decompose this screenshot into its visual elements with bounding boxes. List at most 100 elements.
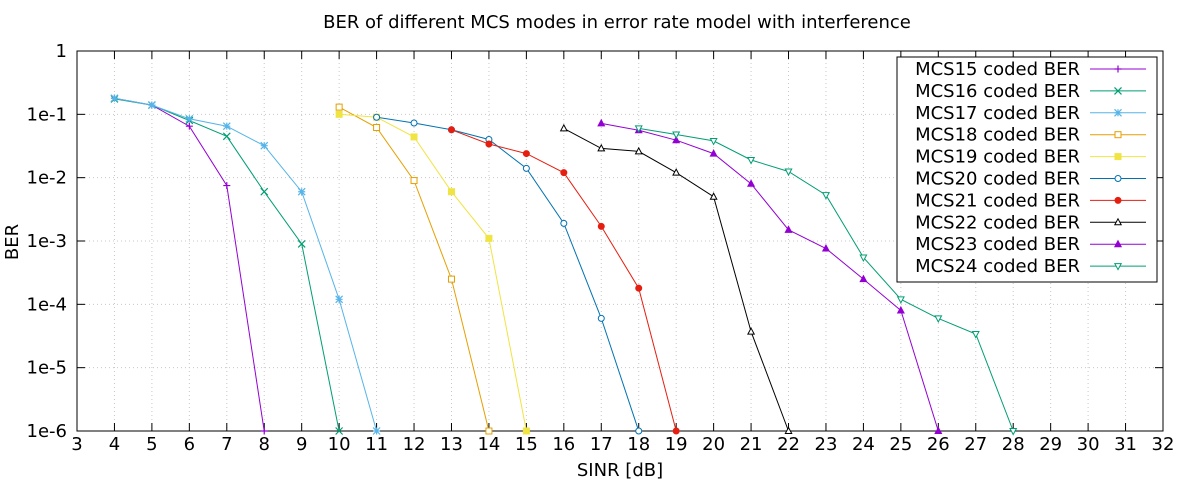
marker-star (185, 114, 194, 123)
marker-triangle (672, 135, 681, 144)
x-tick-label: 3 (71, 434, 82, 455)
legend-entry-label: MCS24 coded BER (915, 256, 1080, 277)
marker-square (1114, 153, 1122, 161)
x-tick-label: 32 (1152, 434, 1175, 455)
marker-circle (1114, 175, 1122, 182)
marker-triangle (784, 426, 793, 434)
marker-circle (373, 113, 381, 121)
x-tick-label: 18 (627, 434, 650, 455)
marker-triangle (1113, 217, 1123, 226)
marker-circle (522, 164, 530, 172)
marker-star (147, 101, 156, 110)
legend-entry-label: MCS22 coded BER (915, 212, 1080, 233)
series-9 (597, 118, 943, 434)
marker-triangle (597, 118, 606, 127)
marker-square (373, 123, 381, 131)
marker-circle (597, 314, 605, 322)
x-axis-label: SINR [dB] (577, 460, 663, 480)
x-tick-label: 11 (365, 434, 388, 455)
marker-circle (560, 169, 568, 177)
legend-entry-label: MCS21 coded BER (915, 190, 1080, 211)
marker-triangle (559, 123, 568, 132)
marker-circle (485, 140, 493, 148)
marker-triangle (672, 131, 681, 140)
series-7 (447, 126, 680, 435)
y-tick-label: 1e-6 (27, 421, 67, 442)
marker-triangle (747, 327, 756, 335)
marker-square (485, 427, 493, 435)
marker-triangle (784, 168, 793, 177)
x-tick-label: 12 (403, 434, 426, 455)
marker-square (447, 275, 455, 283)
marker-cross (1114, 86, 1122, 95)
series-line (114, 98, 340, 432)
marker-triangle (634, 146, 643, 155)
series-5 (335, 110, 530, 435)
x-tick-label: 29 (1039, 434, 1062, 455)
x-tick-label: 28 (1002, 434, 1025, 455)
series-line (601, 122, 939, 432)
series-10 (634, 125, 1018, 436)
legend-entry-label: MCS23 coded BER (915, 234, 1080, 255)
marker-circle (635, 284, 643, 292)
marker-circle (560, 219, 568, 227)
marker-square (447, 188, 455, 196)
x-tick-label: 4 (109, 434, 120, 455)
marker-plus (185, 122, 193, 130)
marker-square (1114, 131, 1122, 139)
x-tick-label: 30 (1077, 434, 1100, 455)
chart-title: BER of different MCS modes in error rate… (323, 12, 911, 33)
legend-entry-label: MCS19 coded BER (915, 147, 1080, 168)
y-axis-label: BER (2, 224, 23, 260)
series-line (114, 97, 265, 432)
marker-triangle (747, 157, 756, 165)
marker-triangle (934, 315, 943, 323)
y-tick-label: 1e-2 (27, 168, 67, 189)
x-tick-label: 21 (740, 434, 763, 455)
marker-plus (1114, 65, 1122, 73)
marker-square (335, 103, 343, 111)
marker-triangle (1113, 239, 1123, 248)
series-layer (110, 94, 1018, 436)
series-8 (559, 123, 793, 434)
marker-triangle (672, 168, 681, 176)
y-tick-label: 1e-5 (27, 358, 67, 379)
x-tick-label: 25 (889, 434, 912, 455)
marker-triangle (859, 254, 868, 263)
marker-cross (297, 239, 306, 248)
x-tick-label: 31 (1114, 434, 1137, 455)
marker-triangle (971, 331, 980, 339)
series-line (376, 116, 640, 432)
marker-triangle (1009, 428, 1018, 436)
x-tick-label: 13 (440, 434, 463, 455)
x-tick-label: 19 (665, 434, 688, 455)
marker-triangle (934, 426, 943, 434)
marker-circle (1114, 196, 1122, 204)
legend-entry-label: MCS15 coded BER (915, 59, 1080, 80)
x-tick-label: 10 (328, 434, 351, 455)
legend-entry-label: MCS16 coded BER (915, 81, 1080, 102)
marker-cross (222, 132, 231, 141)
x-tick-label: 17 (590, 434, 613, 455)
marker-square (335, 110, 343, 118)
marker-star (110, 94, 119, 103)
axes: 3 4 5 6 7 8 9 10 11 12 13 14 15 16 17 18 19 20 21 22 23 24 25 2… (27, 41, 1175, 455)
legend-entry-label: MCS17 coded BER (915, 103, 1080, 124)
marker-circle (522, 150, 530, 158)
x-tick-label: 15 (515, 434, 538, 455)
series-6 (373, 113, 643, 435)
y-tick-label: 1e-3 (27, 231, 67, 252)
marker-circle (635, 427, 643, 435)
marker-circle (672, 427, 680, 435)
marker-triangle (709, 149, 718, 157)
marker-star (372, 427, 381, 435)
x-tick-label: 16 (552, 434, 575, 455)
marker-circle (597, 222, 605, 230)
marker-star (260, 141, 269, 150)
marker-circle (410, 119, 418, 127)
marker-triangle (597, 143, 606, 152)
marker-star (1114, 108, 1122, 117)
marker-cross (335, 427, 344, 435)
x-tick-label: 14 (477, 434, 500, 455)
